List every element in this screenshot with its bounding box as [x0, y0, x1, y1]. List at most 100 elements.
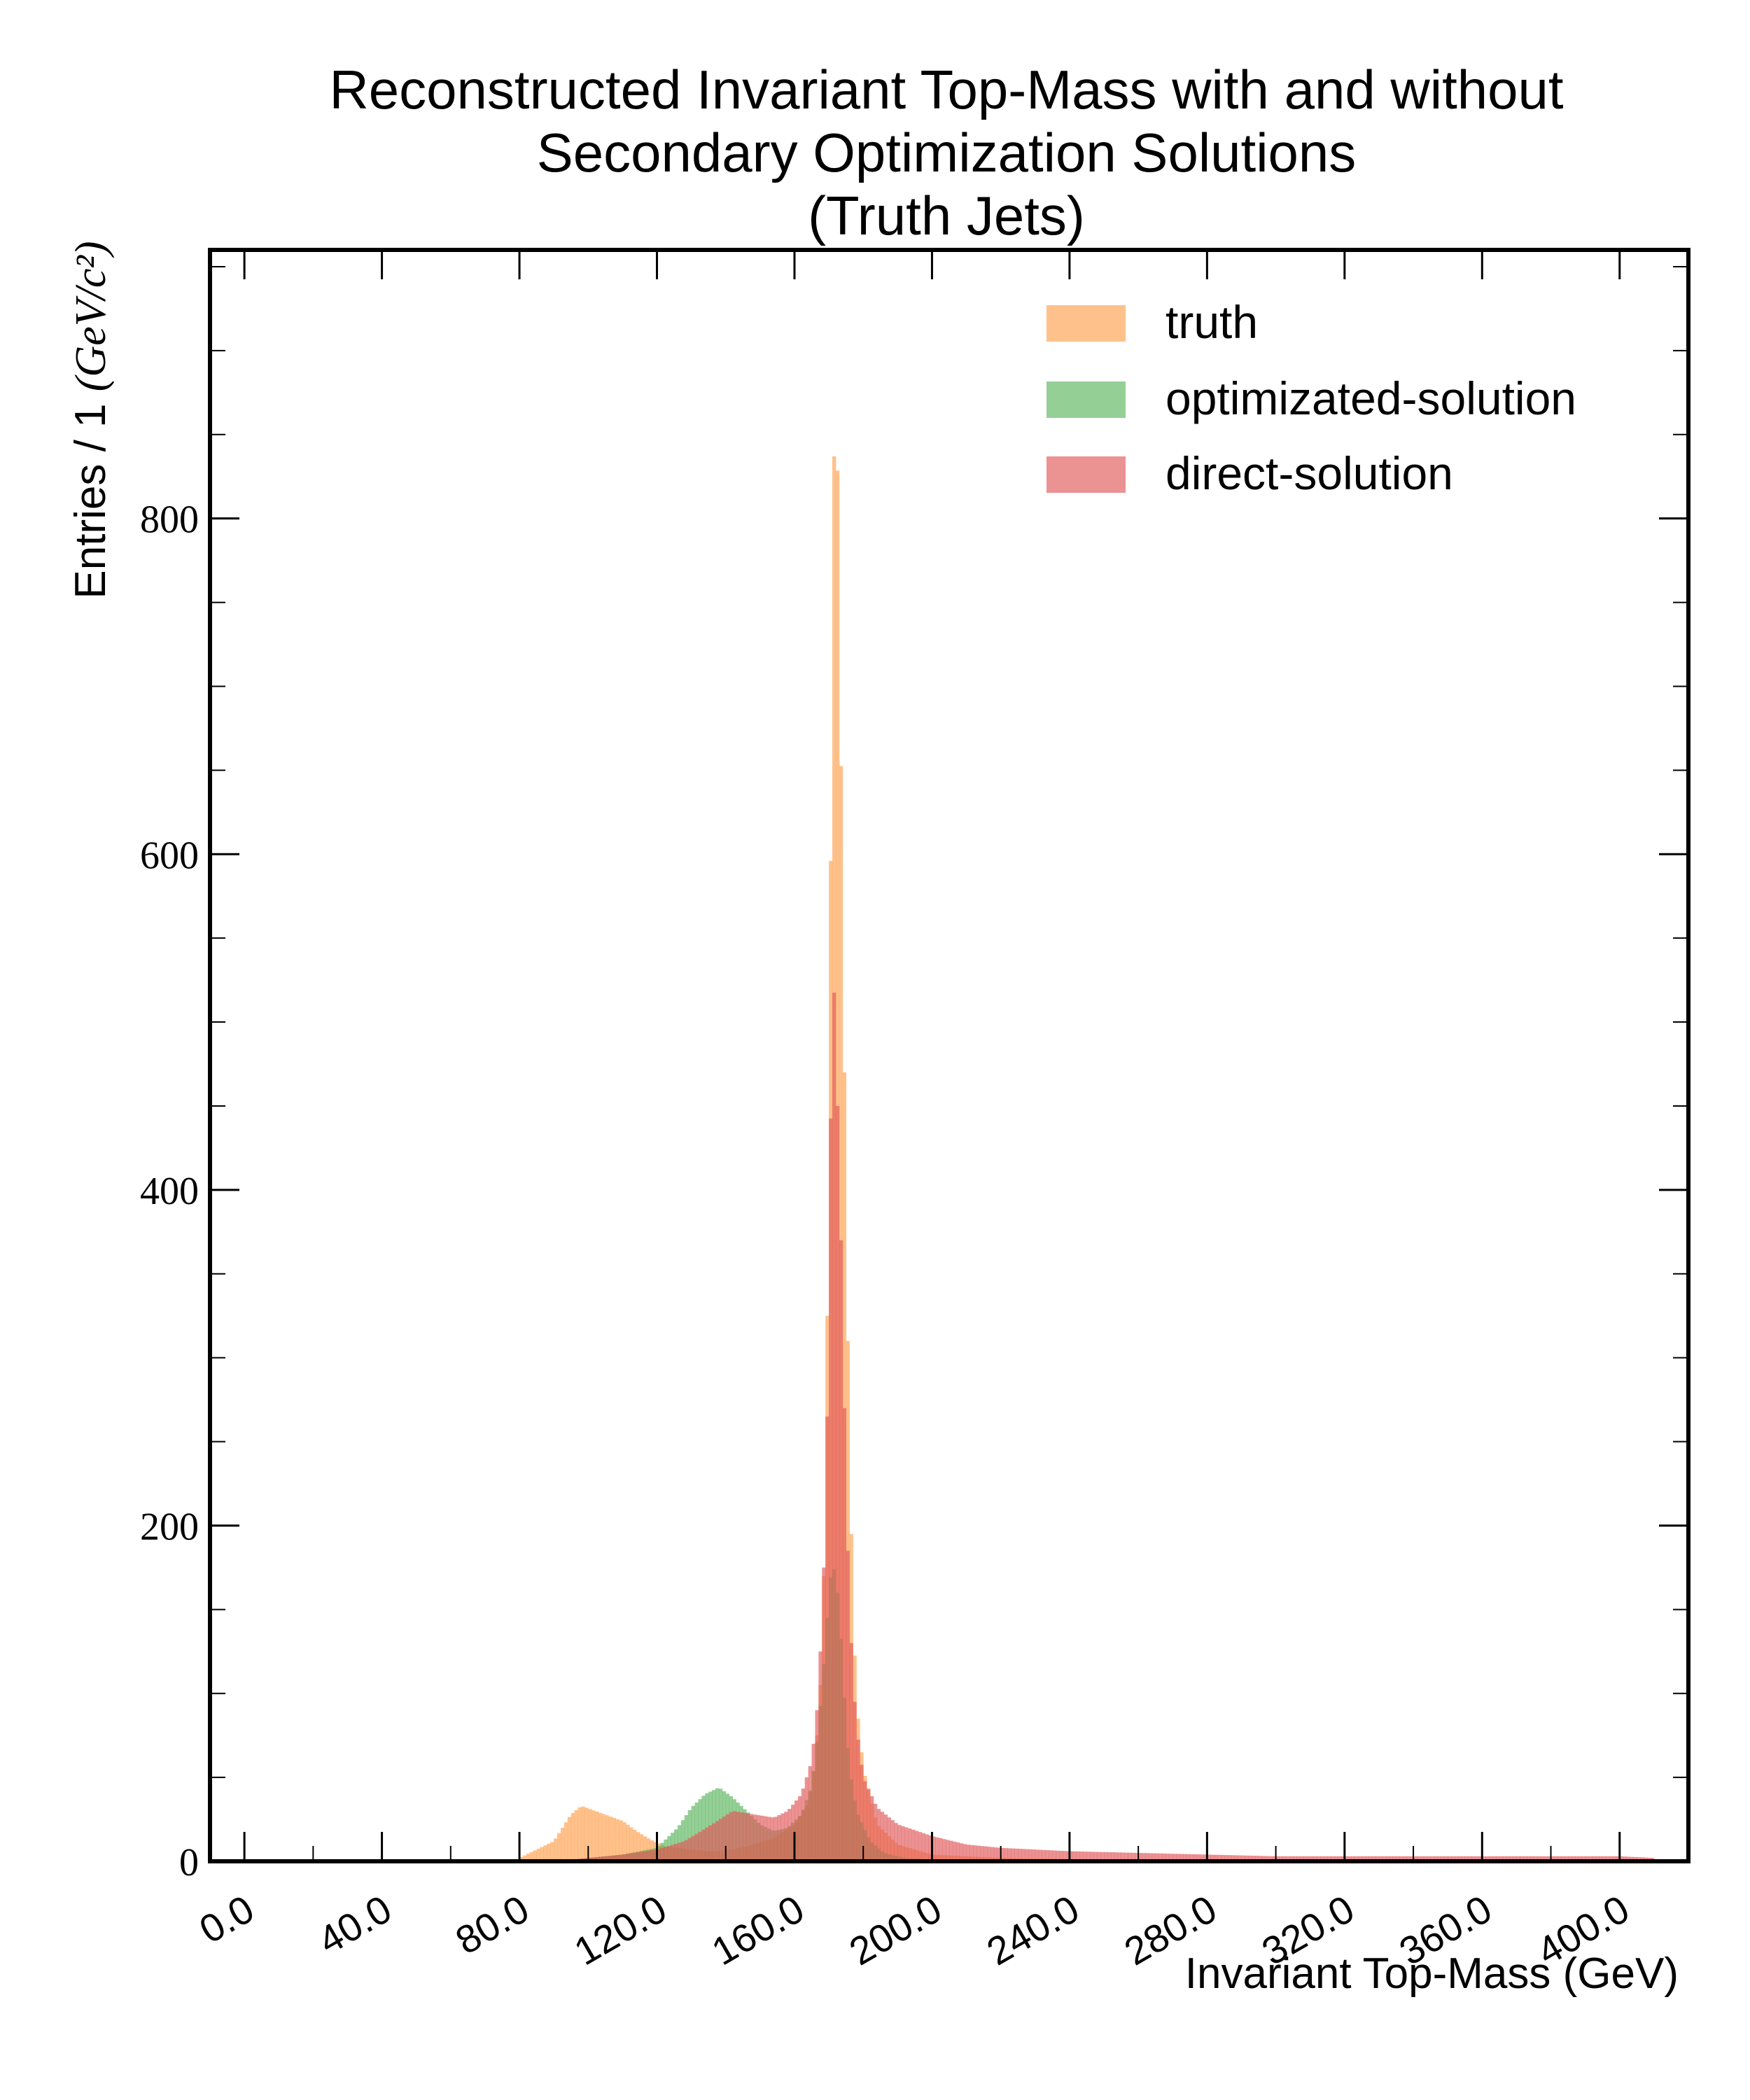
- bar-truth: [529, 1851, 534, 1861]
- bar-direct-solution: [966, 1844, 970, 1861]
- bar-direct-solution: [1502, 1856, 1507, 1861]
- bar-direct-solution: [976, 1845, 981, 1861]
- bar-direct-solution: [1437, 1856, 1441, 1861]
- x-axis-label: Invariant Top-Mass (GeV): [1185, 1949, 1679, 1998]
- bar-direct-solution: [1193, 1854, 1198, 1861]
- bar-direct-solution: [1340, 1856, 1345, 1861]
- bar-direct-solution: [601, 1856, 606, 1861]
- bar-direct-solution: [1468, 1856, 1472, 1861]
- bar-direct-solution: [1231, 1855, 1236, 1861]
- bar-direct-solution: [856, 1740, 860, 1861]
- bar-direct-solution: [1079, 1851, 1084, 1861]
- bar-truth: [605, 1815, 610, 1861]
- bar-direct-solution: [694, 1833, 699, 1861]
- bar-direct-solution: [1189, 1854, 1194, 1861]
- bar-truth: [533, 1850, 537, 1861]
- bar-direct-solution: [1499, 1856, 1504, 1861]
- histogram-bars: [519, 456, 1655, 1862]
- bar-direct-solution: [605, 1856, 610, 1861]
- bar-direct-solution: [1180, 1854, 1184, 1861]
- bar-direct-solution: [1399, 1856, 1404, 1861]
- bar-direct-solution: [1416, 1856, 1421, 1861]
- bar-direct-solution: [804, 1777, 809, 1861]
- bar-direct-solution: [860, 1765, 864, 1861]
- bar-direct-solution: [849, 1643, 853, 1861]
- bar-direct-solution: [1619, 1856, 1624, 1861]
- bar-direct-solution: [863, 1781, 867, 1861]
- bar-direct-solution: [1203, 1854, 1208, 1861]
- chart-title-line-2: Secondary Optimization Solutions: [537, 122, 1357, 183]
- bar-direct-solution: [1107, 1851, 1112, 1861]
- bar-direct-solution: [1630, 1856, 1634, 1861]
- bar-truth: [643, 1836, 648, 1861]
- bar-direct-solution: [1495, 1856, 1500, 1861]
- bar-direct-solution: [1568, 1856, 1572, 1861]
- bar-direct-solution: [1272, 1856, 1276, 1861]
- bar-direct-solution: [1117, 1852, 1121, 1861]
- bar-truth: [581, 1806, 585, 1861]
- bar-direct-solution: [1052, 1850, 1056, 1861]
- bar-direct-solution: [904, 1827, 909, 1861]
- bar-direct-solution: [873, 1803, 878, 1861]
- bar-direct-solution: [1602, 1856, 1606, 1861]
- bar-direct-solution: [1261, 1856, 1266, 1861]
- y-tick-label: 0: [179, 1841, 199, 1884]
- bar-direct-solution: [608, 1856, 613, 1861]
- axis-ticks: [210, 250, 1688, 1863]
- bar-truth: [615, 1819, 620, 1861]
- bar-direct-solution: [1090, 1851, 1094, 1861]
- chart-title: Reconstructed Invariant Top-Mass with an…: [329, 59, 1563, 246]
- bar-direct-solution: [1368, 1856, 1373, 1861]
- bar-direct-solution: [918, 1832, 923, 1861]
- bar-direct-solution: [1155, 1853, 1160, 1861]
- bar-direct-solution: [1313, 1856, 1317, 1861]
- bar-direct-solution: [1382, 1856, 1387, 1861]
- bar-direct-solution: [1533, 1856, 1538, 1861]
- bar-direct-solution: [1385, 1856, 1390, 1861]
- bar-truth: [636, 1832, 640, 1861]
- bar-direct-solution: [973, 1845, 977, 1861]
- bar-optimizated-solution: [705, 1793, 709, 1861]
- bar-direct-solution: [1434, 1856, 1438, 1861]
- bar-direct-solution: [1492, 1856, 1497, 1861]
- bar-direct-solution: [1104, 1851, 1108, 1861]
- bar-direct-solution: [921, 1833, 926, 1861]
- bar-direct-solution: [1530, 1856, 1534, 1861]
- bar-direct-solution: [791, 1805, 795, 1861]
- bar-direct-solution: [1320, 1856, 1324, 1861]
- bar-direct-solution: [955, 1842, 960, 1861]
- bar-direct-solution: [815, 1710, 819, 1861]
- bar-direct-solution: [1176, 1854, 1180, 1861]
- bar-direct-solution: [1210, 1854, 1214, 1861]
- bar-direct-solution: [952, 1841, 957, 1861]
- bar-direct-solution: [1025, 1849, 1029, 1861]
- bar-direct-solution: [650, 1850, 654, 1861]
- bar-direct-solution: [946, 1840, 950, 1861]
- bar-direct-solution: [811, 1744, 816, 1861]
- bar-direct-solution: [890, 1820, 895, 1861]
- bar-direct-solution: [959, 1843, 964, 1861]
- bar-direct-solution: [1595, 1856, 1600, 1861]
- bar-direct-solution: [1004, 1848, 1008, 1861]
- bar-direct-solution: [1217, 1854, 1222, 1861]
- bar-direct-solution: [1299, 1856, 1304, 1861]
- bar-direct-solution: [1540, 1856, 1545, 1861]
- bar-direct-solution: [1135, 1852, 1139, 1861]
- bar-truth: [522, 1855, 527, 1861]
- legend: truth optimizated-solution direct-soluti…: [1046, 296, 1576, 499]
- bar-direct-solution: [1128, 1852, 1132, 1861]
- legend-label-truth: truth: [1166, 296, 1258, 348]
- bar-truth: [578, 1807, 582, 1861]
- bar-truth: [595, 1811, 599, 1861]
- bar-truth: [554, 1838, 558, 1861]
- bar-direct-solution: [1461, 1856, 1466, 1861]
- bar-direct-solution: [1427, 1856, 1432, 1861]
- legend-swatch-optimizated-solution: [1046, 382, 1126, 418]
- bar-direct-solution: [1031, 1849, 1036, 1861]
- bar-direct-solution: [708, 1825, 713, 1861]
- bar-direct-solution: [1475, 1856, 1479, 1861]
- bar-direct-solution: [1338, 1856, 1342, 1861]
- bar-direct-solution: [674, 1843, 678, 1861]
- y-tick-labels: 0 200 400 600 800: [140, 498, 199, 1884]
- y-tick-label: 400: [140, 1170, 199, 1213]
